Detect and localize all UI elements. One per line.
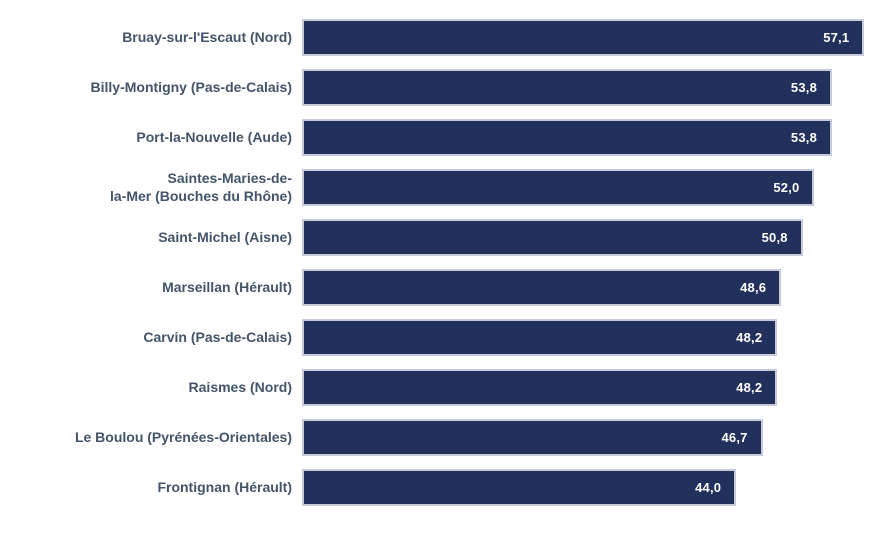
category-label: Billy-Montigny (Pas-de-Calais): [90, 79, 292, 95]
bar-area: 44,0: [302, 462, 874, 512]
category-label: Saint-Michel (Aisne): [158, 229, 292, 245]
chart-row: Port-la-Nouvelle (Aude) 53,8: [0, 112, 874, 162]
bar: 48,2: [302, 318, 778, 356]
chart-row: Saintes-Maries-de- la-Mer (Bouches du Rh…: [0, 162, 874, 212]
category-label: Le Boulou (Pyrénées-Orientales): [74, 429, 292, 445]
bar: 44,0: [302, 468, 737, 506]
category-label: Frontignan (Hérault): [157, 479, 292, 495]
chart-row: Bruay-sur-l'Escaut (Nord) 57,1: [0, 12, 874, 62]
bar: 46,7: [302, 418, 763, 456]
value-label: 50,8: [761, 229, 788, 245]
chart-row: Billy-Montigny (Pas-de-Calais) 53,8: [0, 62, 874, 112]
chart-row: Le Boulou (Pyrénées-Orientales) 46,7: [0, 412, 874, 462]
value-label: 48,2: [736, 329, 763, 345]
value-label: 57,1: [823, 29, 850, 45]
value-label: 46,7: [721, 429, 748, 445]
bar: 52,0: [302, 168, 815, 206]
bar: 53,8: [302, 118, 833, 156]
chart-row: Frontignan (Hérault) 44,0: [0, 462, 874, 512]
value-label: 44,0: [695, 479, 722, 495]
bar-area: 50,8: [302, 212, 874, 262]
bar: 50,8: [302, 218, 803, 256]
bar-area: 52,0: [302, 162, 874, 212]
value-label: 53,8: [790, 79, 818, 95]
bar-area: 48,6: [302, 262, 874, 312]
bar: 53,8: [302, 68, 833, 106]
category-label: Carvin (Pas-de-Calais): [143, 329, 292, 345]
category-label: Raismes (Nord): [188, 379, 292, 395]
bar-area: 53,8: [302, 112, 874, 162]
value-label: 48,6: [740, 279, 767, 295]
value-label: 52,0: [773, 179, 800, 195]
chart-row: Raismes (Nord) 48,2: [0, 362, 874, 412]
bar-area: 53,8: [302, 62, 874, 112]
chart-row: Saint-Michel (Aisne) 50,8: [0, 212, 874, 262]
bar: 48,2: [302, 368, 778, 406]
bar: 57,1: [302, 18, 865, 56]
value-label: 53,8: [790, 129, 818, 145]
value-label: 48,2: [736, 379, 763, 395]
bar: 48,6: [302, 268, 782, 306]
bar-area: 48,2: [302, 312, 874, 362]
bar-area: 48,2: [302, 362, 874, 412]
category-label: Bruay-sur-l'Escaut (Nord): [122, 29, 292, 45]
category-label: Marseillan (Hérault): [162, 279, 292, 295]
category-label: Saintes-Maries-de- la-Mer (Bouches du Rh…: [109, 170, 292, 204]
chart-row: Marseillan (Hérault) 48,6: [0, 262, 874, 312]
bar-area: 46,7: [302, 412, 874, 462]
category-label: Port-la-Nouvelle (Aude): [136, 129, 292, 145]
chart-row: Carvin (Pas-de-Calais) 48,2: [0, 312, 874, 362]
bar-area: 57,1: [302, 12, 874, 62]
bar-chart-rows: Bruay-sur-l'Escaut (Nord) 57,1 Billy-Monti…: [0, 12, 874, 512]
